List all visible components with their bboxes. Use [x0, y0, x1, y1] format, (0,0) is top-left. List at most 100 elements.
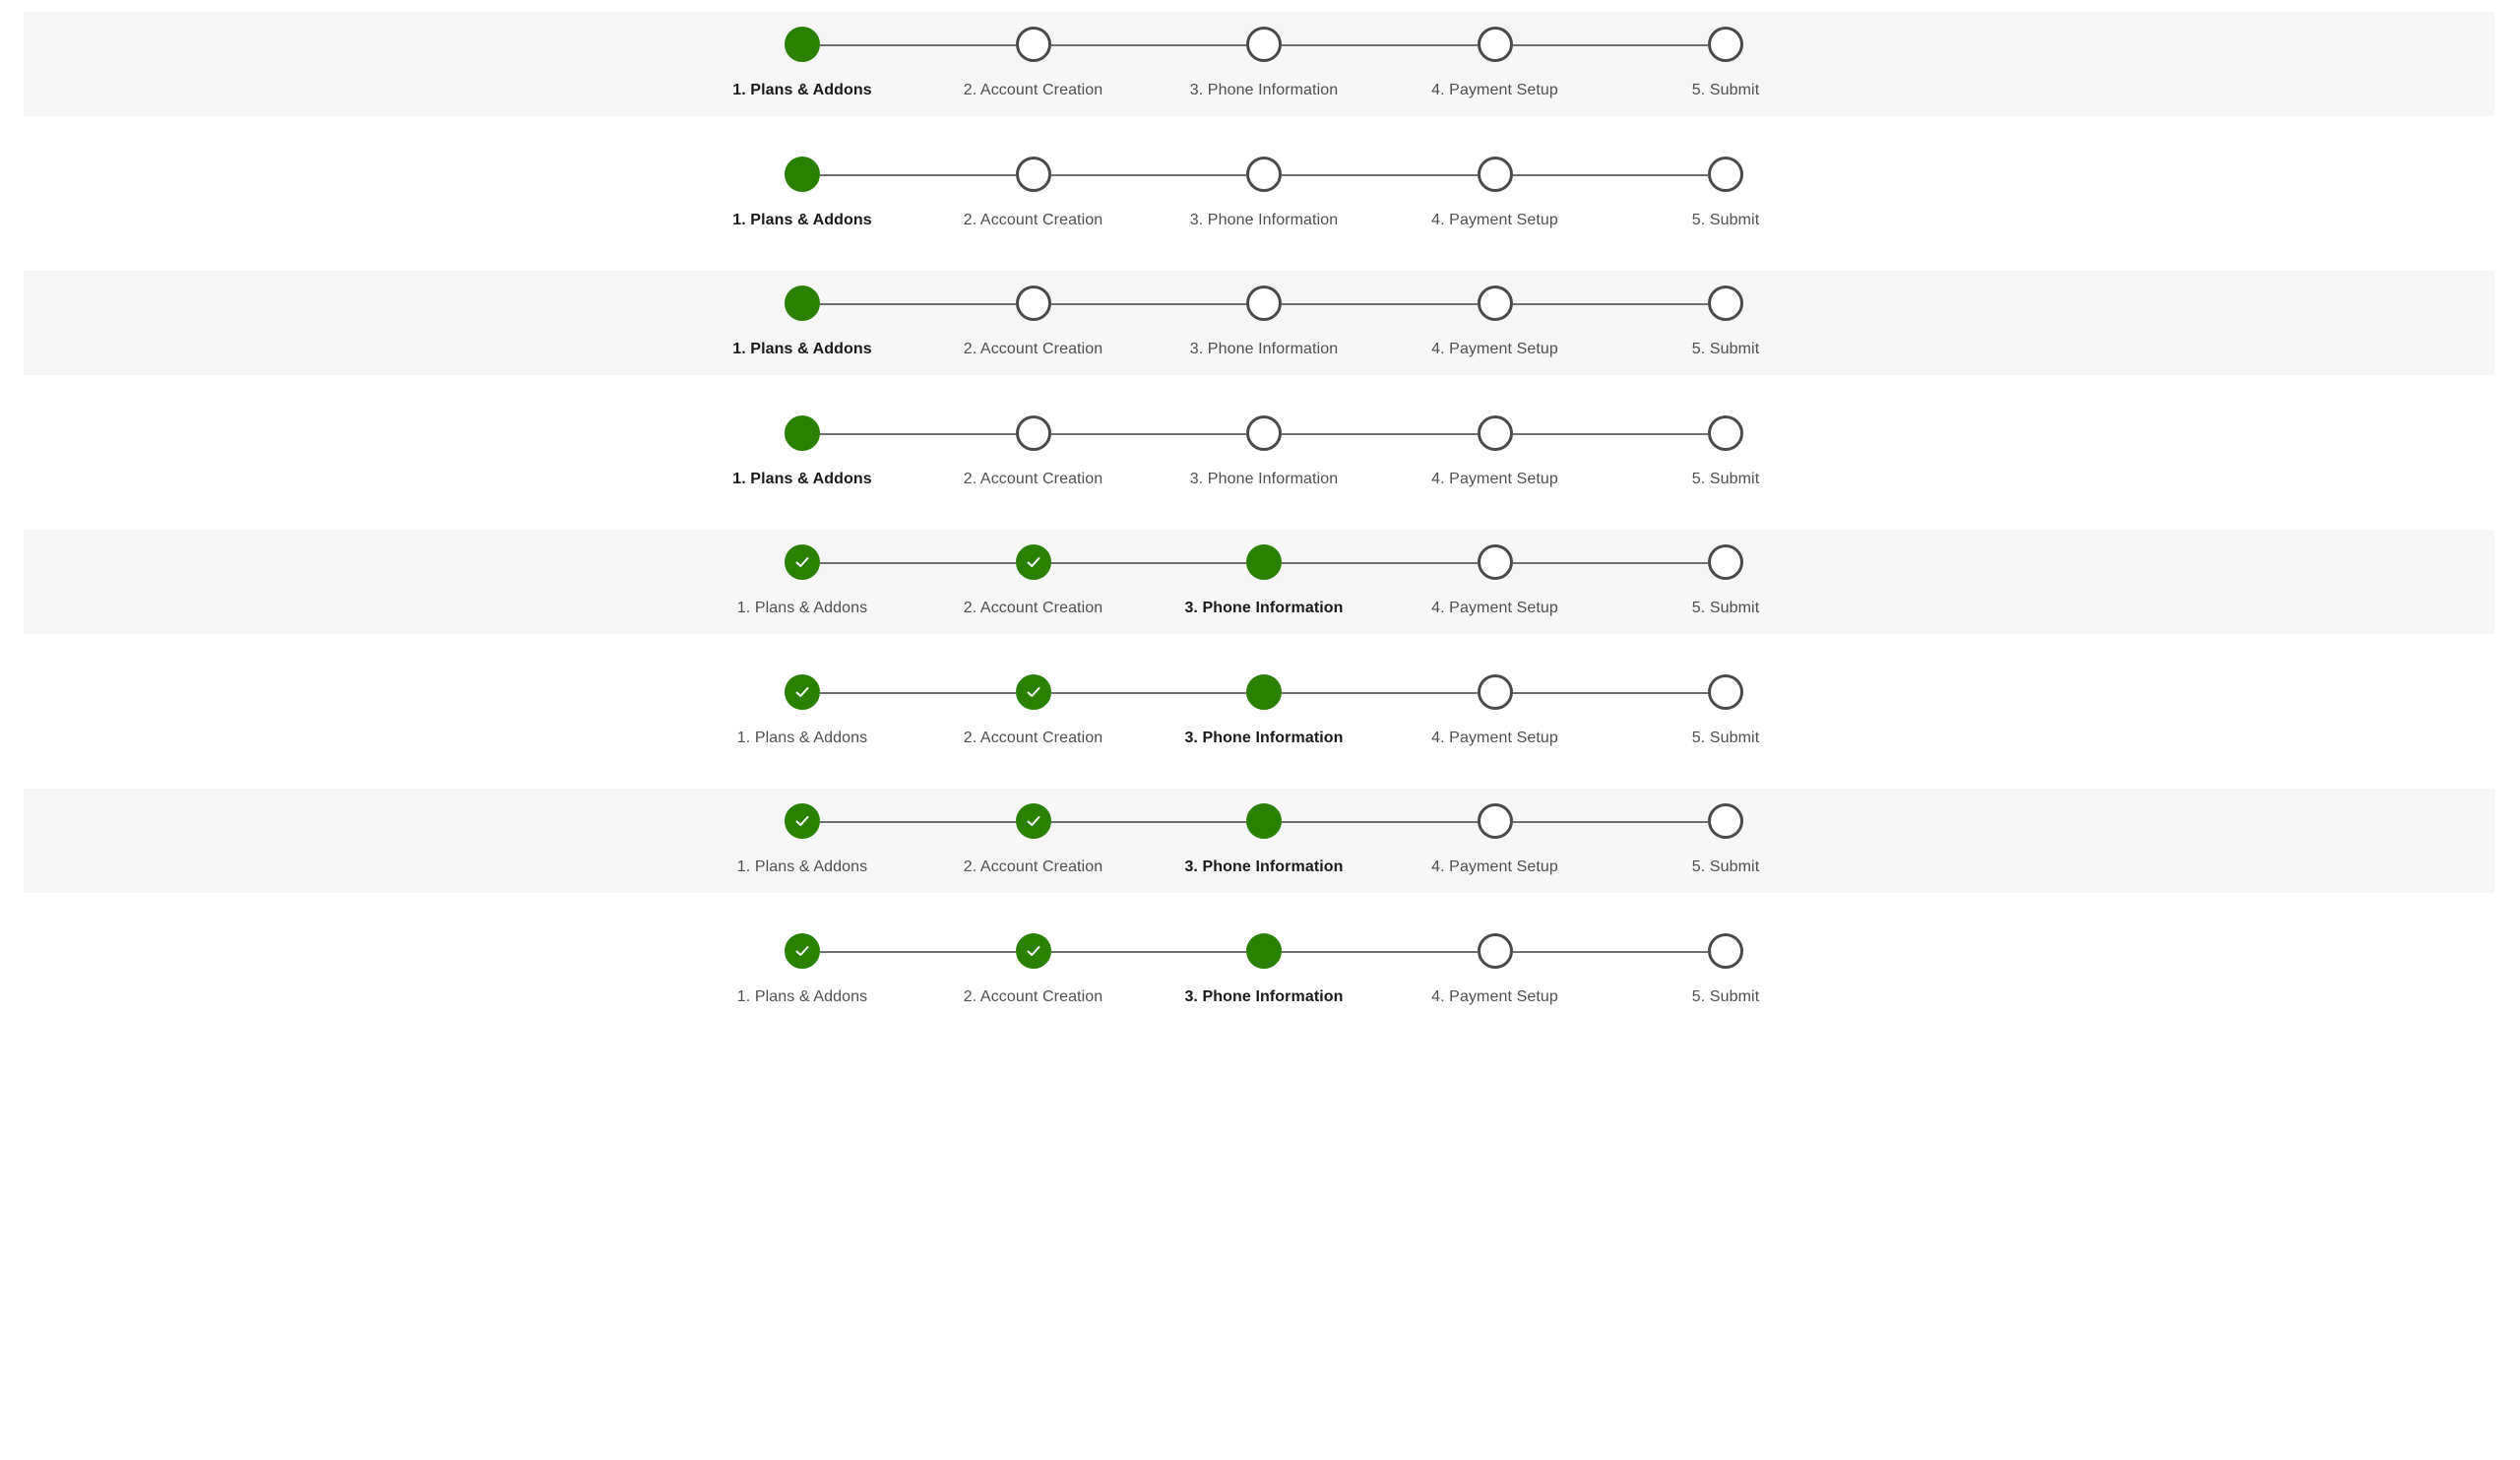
step-label-4: 4. Payment Setup [1431, 471, 1558, 487]
step-indicator-4[interactable] [1477, 674, 1513, 710]
step-indicator-4[interactable] [1477, 544, 1513, 580]
step-indicator-4[interactable] [1477, 286, 1513, 321]
step-indicator-1[interactable] [785, 27, 820, 62]
check-icon [795, 816, 809, 826]
step-label-1: 1. Plans & Addons [732, 471, 872, 487]
step-label-1: 1. Plans & Addons [736, 600, 868, 616]
step-connector [820, 174, 1016, 176]
step-indicator-3[interactable] [1246, 27, 1282, 62]
step-label-5: 5. Submit [1691, 471, 1760, 487]
step-label-5: 5. Submit [1691, 858, 1760, 875]
step-connector [1050, 821, 1246, 823]
step-connector [820, 44, 1016, 46]
step-indicator-4[interactable] [1477, 803, 1513, 839]
step-connector [1282, 562, 1478, 564]
step-indicator-3[interactable] [1246, 674, 1282, 710]
step-connector [1512, 303, 1708, 305]
step-label-1: 1. Plans & Addons [736, 988, 868, 1005]
step-indicator-1[interactable] [785, 544, 820, 580]
progress-stepper: 1. Plans & Addons 2. Account Creation 3. P… [24, 142, 2494, 246]
step-indicator-5[interactable] [1708, 933, 1743, 969]
step-indicator-5[interactable] [1708, 157, 1743, 192]
step-indicator-3[interactable] [1246, 415, 1282, 451]
step-indicator-2[interactable] [1015, 286, 1051, 321]
step-label-1: 1. Plans & Addons [732, 212, 872, 228]
step-label-1: 1. Plans & Addons [736, 858, 868, 875]
step-label-3: 3. Phone Information [1184, 600, 1344, 616]
step-label-2: 2. Account Creation [963, 212, 1103, 228]
progress-stepper: 1. Plans & Addons 2. Account Creation 3. P… [24, 12, 2494, 116]
step-connector [1050, 433, 1246, 435]
step-label-3: 3. Phone Information [1189, 471, 1339, 487]
step-connector [820, 562, 1016, 564]
step-indicator-1[interactable] [785, 933, 820, 969]
step-indicator-3[interactable] [1246, 286, 1282, 321]
step-indicator-3[interactable] [1246, 544, 1282, 580]
step-label-5: 5. Submit [1691, 82, 1760, 98]
step-label-2: 2. Account Creation [963, 858, 1103, 875]
step-indicator-5[interactable] [1708, 415, 1743, 451]
check-icon [1027, 687, 1040, 697]
step-connector [1512, 692, 1708, 694]
step-indicator-5[interactable] [1708, 544, 1743, 580]
progress-stepper: 1. Plans & Addons 2. Account Creation 3. P… [24, 660, 2494, 764]
progress-stepper: 1. Plans & Addons 2. Account Creation 3. P… [24, 789, 2494, 893]
step-connector [820, 303, 1016, 305]
progress-stepper: 1. Plans & Addons 2. Account Creation 3. P… [24, 530, 2494, 634]
step-indicator-2[interactable] [1015, 415, 1051, 451]
step-label-3: 3. Phone Information [1189, 82, 1339, 98]
step-label-3: 3. Phone Information [1189, 212, 1339, 228]
check-icon [1027, 946, 1040, 956]
step-connector [1282, 951, 1478, 953]
step-indicator-4[interactable] [1477, 933, 1513, 969]
step-indicator-2[interactable] [1015, 27, 1051, 62]
step-indicator-1[interactable] [785, 674, 820, 710]
step-label-5: 5. Submit [1691, 730, 1760, 746]
step-indicator-2[interactable] [1015, 933, 1051, 969]
step-indicator-2[interactable] [1015, 544, 1051, 580]
step-connector [1512, 44, 1708, 46]
step-label-4: 4. Payment Setup [1431, 730, 1558, 746]
progress-stepper: 1. Plans & Addons 2. Account Creation 3. P… [24, 919, 2494, 1023]
step-label-2: 2. Account Creation [963, 730, 1103, 746]
step-indicator-4[interactable] [1477, 415, 1513, 451]
step-label-4: 4. Payment Setup [1431, 82, 1558, 98]
step-connector [820, 692, 1016, 694]
step-indicator-1[interactable] [785, 803, 820, 839]
step-indicator-5[interactable] [1708, 674, 1743, 710]
step-indicator-2[interactable] [1015, 157, 1051, 192]
step-indicator-1[interactable] [785, 415, 820, 451]
step-label-4: 4. Payment Setup [1431, 341, 1558, 357]
step-connector [1282, 692, 1478, 694]
step-connector [1050, 174, 1246, 176]
step-connector [1512, 951, 1708, 953]
step-indicator-2[interactable] [1015, 803, 1051, 839]
step-indicator-4[interactable] [1477, 27, 1513, 62]
step-label-2: 2. Account Creation [963, 82, 1103, 98]
step-label-5: 5. Submit [1691, 988, 1760, 1005]
step-indicator-3[interactable] [1246, 933, 1282, 969]
step-connector [1050, 44, 1246, 46]
step-connector [1512, 821, 1708, 823]
step-connector [1050, 692, 1246, 694]
step-label-1: 1. Plans & Addons [732, 82, 872, 98]
step-indicator-1[interactable] [785, 286, 820, 321]
step-indicator-3[interactable] [1246, 157, 1282, 192]
step-indicator-3[interactable] [1246, 803, 1282, 839]
step-indicator-4[interactable] [1477, 157, 1513, 192]
step-label-3: 3. Phone Information [1184, 858, 1344, 875]
check-icon [1027, 557, 1040, 567]
step-indicator-2[interactable] [1015, 674, 1051, 710]
step-indicator-5[interactable] [1708, 803, 1743, 839]
step-label-1: 1. Plans & Addons [732, 341, 872, 357]
step-label-2: 2. Account Creation [963, 600, 1103, 616]
step-indicator-5[interactable] [1708, 27, 1743, 62]
step-label-5: 5. Submit [1691, 600, 1760, 616]
step-connector [1512, 174, 1708, 176]
step-connector [1282, 44, 1478, 46]
step-connector [1282, 821, 1478, 823]
step-indicator-5[interactable] [1708, 286, 1743, 321]
step-indicator-1[interactable] [785, 157, 820, 192]
step-label-5: 5. Submit [1691, 341, 1760, 357]
